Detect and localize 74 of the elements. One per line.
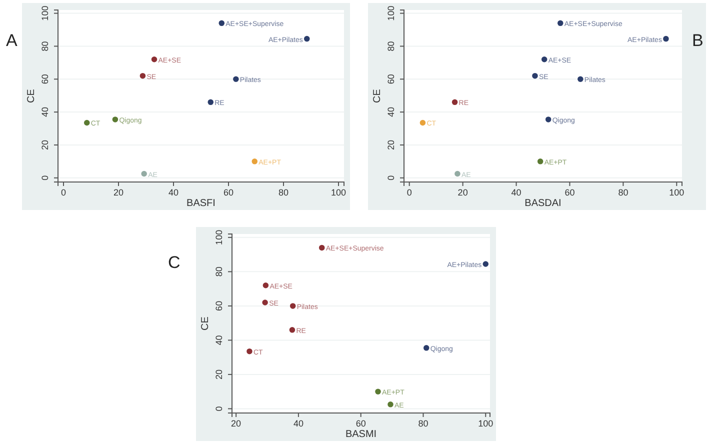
y-tick-label: 0 [40, 175, 50, 180]
x-axis-title: BASFI [186, 198, 216, 209]
point [537, 158, 544, 164]
point [541, 56, 548, 62]
y-tick-label: 60 [214, 300, 224, 311]
point [262, 282, 269, 288]
y-tick-label: 100 [386, 6, 396, 21]
point [208, 99, 214, 106]
x-tick-label: 80 [418, 418, 428, 428]
y-tick-label: 20 [40, 140, 50, 150]
point [454, 170, 460, 177]
y-tick-label: 100 [40, 6, 50, 21]
text: B [692, 31, 704, 50]
point [482, 261, 489, 267]
y-tick-label: 80 [214, 266, 224, 277]
text: C [168, 253, 180, 272]
y-tick-label: 60 [386, 74, 396, 84]
y-tick-label: 20 [214, 369, 224, 380]
y-tick-label: 0 [214, 406, 224, 412]
point [289, 327, 296, 333]
x-axis-title: BASDAI [524, 198, 562, 209]
y-tick-label: 60 [40, 74, 50, 84]
text: A [6, 31, 18, 50]
point [218, 20, 224, 26]
point [290, 303, 296, 309]
y-tick-label: 20 [386, 140, 396, 150]
point [246, 348, 252, 354]
point [262, 300, 268, 306]
x-tick-label: 20 [458, 187, 468, 198]
point [578, 76, 584, 82]
point [423, 345, 430, 351]
point [112, 116, 118, 122]
x-tick-label: 100 [330, 187, 346, 198]
point [233, 76, 239, 82]
point [388, 402, 394, 408]
x-tick-label: 100 [669, 187, 684, 198]
x-tick-label: 40 [511, 187, 522, 198]
point [141, 170, 147, 177]
x-tick-label: 80 [278, 187, 289, 198]
x-tick-label: 20 [231, 418, 242, 428]
point [318, 244, 325, 251]
y-axis-title: CE [26, 88, 37, 103]
y-tick-label: 40 [386, 107, 396, 118]
y-tick-label: 80 [40, 41, 50, 52]
x-tick-label: 60 [356, 418, 366, 428]
x-tick-label: 20 [113, 187, 124, 198]
x-tick-label: 0 [406, 187, 412, 198]
point [151, 56, 158, 62]
y-axis-title: CE [372, 88, 383, 103]
point [304, 36, 310, 42]
x-tick-label: 60 [223, 187, 234, 198]
x-tick-label: 100 [478, 418, 494, 428]
y-axis-title: CE [200, 316, 211, 330]
point [420, 120, 426, 126]
x-axis-title: BASMI [345, 429, 377, 440]
y-tick-label: 0 [386, 175, 396, 180]
point [452, 99, 458, 106]
x-tick-label: 60 [564, 187, 575, 198]
y-tick-label: 100 [214, 230, 224, 245]
x-tick-label: 40 [293, 418, 304, 428]
point [545, 116, 552, 122]
y-tick-label: 80 [386, 41, 396, 52]
point [252, 158, 258, 164]
y-tick-label: 40 [214, 335, 224, 346]
point [84, 120, 90, 126]
point [663, 36, 669, 42]
point [140, 72, 146, 79]
y-tick-label: 40 [40, 107, 50, 118]
point [375, 388, 381, 394]
point [558, 20, 564, 26]
point [532, 72, 538, 79]
x-tick-label: 0 [60, 187, 66, 198]
x-tick-label: 80 [618, 187, 628, 198]
x-tick-label: 40 [168, 187, 179, 198]
